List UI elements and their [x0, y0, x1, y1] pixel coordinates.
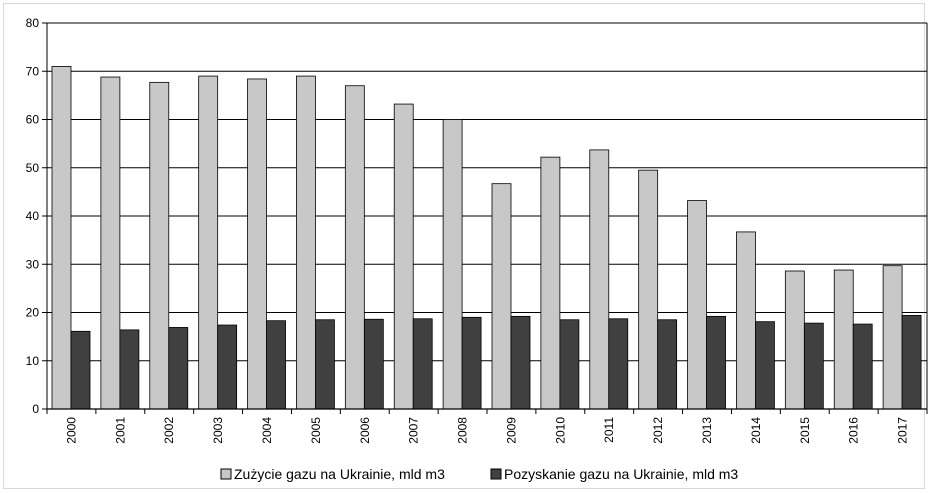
x-tick-label: 2001 [113, 417, 127, 444]
y-axis: 0 10 20 30 40 50 60 70 80 [26, 16, 48, 416]
legend-label-consumption: Zużycie gazu na Ukrainie, mld m3 [234, 466, 445, 482]
bar-production [901, 314, 922, 410]
bar-consumption [589, 149, 610, 410]
bar-consumption [442, 119, 463, 410]
bar-consumption [687, 200, 707, 410]
x-tick-label: 2012 [651, 417, 665, 444]
bar-production [70, 330, 91, 410]
x-tick-label: 2008 [456, 417, 470, 444]
bar-consumption [393, 103, 414, 410]
bar-production [315, 319, 335, 410]
x-tick-label: 2015 [798, 417, 812, 444]
bar-production [119, 329, 140, 410]
y-tick-label: 60 [26, 113, 40, 127]
x-tick-label: 2009 [504, 417, 518, 444]
y-tick-label: 30 [26, 257, 40, 271]
bar-production [852, 323, 873, 410]
y-tick-label: 80 [26, 16, 40, 30]
y-tick-label: 70 [26, 64, 40, 78]
bar-consumption [51, 66, 72, 410]
y-tick-label: 10 [26, 354, 40, 368]
bar-production [657, 319, 678, 410]
bar-production [559, 319, 580, 410]
bar-production [266, 320, 286, 410]
x-tick-label: 2003 [211, 417, 225, 444]
legend-label-production: Pozyskanie gazu na Ukrainie, mld m3 [504, 466, 738, 482]
bar-production [706, 315, 726, 410]
x-tick-label: 2000 [64, 417, 78, 444]
bar-consumption [198, 75, 219, 410]
bar-production [217, 324, 238, 410]
x-tick-label: 2014 [749, 417, 763, 444]
bar-consumption [638, 169, 659, 410]
bar-consumption [491, 183, 512, 410]
bar-consumption [149, 81, 170, 410]
bar-consumption [540, 156, 561, 410]
x-tick-label: 2004 [260, 417, 274, 444]
x-tick-label: 2013 [700, 417, 714, 444]
x-tick-label: 2017 [896, 417, 910, 444]
x-tick-label: 2016 [847, 417, 861, 444]
x-tick-label: 2002 [162, 417, 176, 444]
x-tick-label: 2010 [553, 417, 567, 444]
bar-production [412, 318, 433, 410]
x-tick-label: 2005 [309, 417, 323, 444]
chart-frame [3, 3, 925, 489]
bar-consumption [736, 231, 756, 410]
x-tick-label: 2011 [602, 417, 616, 443]
x-tick-label: 2006 [358, 417, 372, 444]
bar-consumption [833, 269, 854, 410]
bar-consumption [247, 78, 267, 410]
legend-swatch-consumption [220, 468, 232, 480]
legend-swatch-production [490, 468, 502, 480]
bar-production [168, 327, 189, 410]
x-tick-label: 2007 [407, 417, 421, 444]
bar-production [461, 316, 482, 410]
bar-consumption [882, 265, 903, 410]
x-axis: 2000 2001 2002 2003 2004 2005 2006 2007 2008 2009… [46, 408, 928, 444]
bar-consumption [784, 270, 805, 410]
bar-production [803, 322, 824, 410]
legend: Zużycie gazu na Ukrainie, mld m3 Pozyska… [220, 466, 738, 482]
bar-production [755, 321, 775, 410]
bar-consumption [100, 76, 121, 410]
bar-production [510, 315, 531, 410]
bar-production [363, 318, 384, 410]
y-tick-label: 40 [26, 209, 40, 223]
bar-production [608, 318, 629, 410]
bar-consumption [344, 85, 365, 410]
y-tick-label: 50 [26, 161, 40, 175]
y-tick-label: 0 [32, 402, 39, 416]
bars [51, 66, 922, 410]
bar-consumption [296, 75, 316, 410]
y-tick-label: 20 [26, 306, 40, 320]
